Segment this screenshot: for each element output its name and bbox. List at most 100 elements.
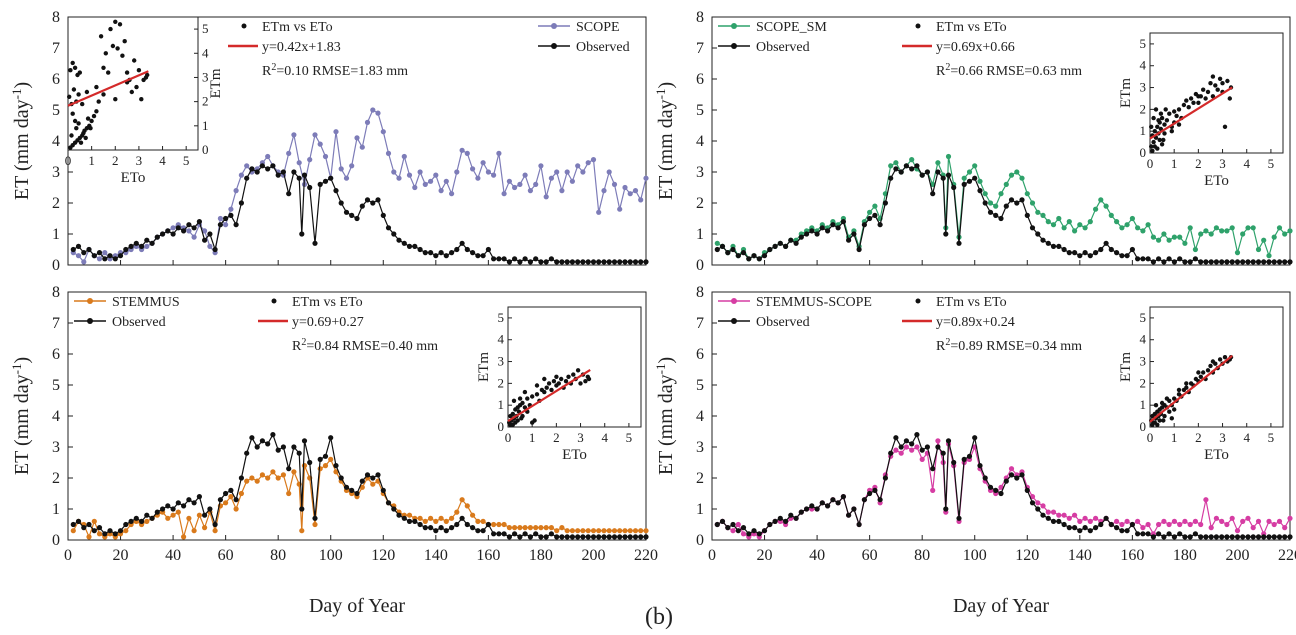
inset-point: [1153, 107, 1159, 112]
data-point: [496, 521, 502, 528]
data-point: [307, 157, 313, 163]
data-point: [580, 534, 586, 540]
inset-x-label: ETo: [1204, 447, 1229, 463]
x-tick-label: 100: [963, 547, 987, 564]
data-point: [422, 525, 428, 531]
data-point: [1119, 521, 1125, 528]
data-point: [501, 256, 507, 262]
data-point: [961, 456, 967, 462]
data-point: [412, 184, 418, 191]
data-point: [233, 497, 239, 503]
data-point: [1287, 259, 1293, 265]
data-point: [433, 518, 439, 525]
data-point: [1177, 531, 1183, 537]
data-point: [1208, 259, 1214, 265]
data-point: [191, 225, 197, 231]
inset-x-label: ETo: [1204, 173, 1229, 189]
data-point: [1045, 515, 1051, 521]
inset-fit-line: [67, 70, 149, 107]
data-point: [1008, 472, 1015, 478]
data-point: [506, 534, 512, 540]
inset-point: [1184, 381, 1189, 386]
data-point: [1145, 222, 1151, 228]
x-tick-labels: 0 20 40 60 80 100 120 140 160 180 200 220: [64, 535, 658, 564]
y-label-sup: -1: [653, 89, 668, 100]
legend-swatch-dot: [551, 23, 557, 29]
inset-point: [1205, 89, 1211, 95]
data-point: [338, 166, 344, 172]
data-point: [349, 212, 355, 218]
data-point: [117, 528, 124, 534]
data-point: [96, 250, 103, 256]
data-point: [1213, 515, 1219, 521]
data-point: [128, 243, 134, 249]
data-point: [867, 215, 873, 222]
data-point: [1050, 243, 1057, 249]
data-point: [312, 132, 318, 138]
data-point: [527, 188, 534, 194]
series-line-observed: [72, 433, 646, 538]
inset-point: [1203, 96, 1208, 101]
data-point: [611, 534, 618, 540]
data-point: [1082, 225, 1088, 231]
data-point: [1056, 512, 1062, 518]
data-point: [475, 175, 481, 181]
inset-y-tick-label: 4: [202, 45, 209, 60]
y-tick-labels: 0 1 2 3 4 5 6 7 8: [696, 9, 717, 274]
inset-point: [134, 84, 139, 90]
data-point: [349, 163, 355, 169]
data-point: [1229, 515, 1235, 521]
inset-y-tick-label: 2: [498, 375, 505, 390]
data-point: [364, 472, 371, 478]
data-point: [1077, 518, 1083, 525]
data-point: [443, 178, 449, 184]
data-point: [333, 129, 339, 135]
data-point: [1245, 534, 1251, 540]
inset-point: [1210, 94, 1216, 99]
data-point: [746, 531, 752, 537]
data-point: [767, 521, 773, 528]
data-point: [506, 178, 512, 184]
data-point: [943, 231, 949, 237]
data-point: [861, 497, 868, 503]
data-point: [454, 246, 460, 253]
inset-point: [1220, 81, 1225, 86]
inset-point: [586, 376, 592, 382]
stats-rest: =0.89 RMSE=0.34 mm: [950, 339, 1082, 354]
data-point: [740, 250, 747, 256]
data-point: [254, 478, 260, 484]
data-point: [91, 518, 97, 525]
data-point: [1182, 534, 1188, 540]
data-point: [1203, 259, 1209, 265]
data-point: [617, 259, 623, 265]
legend-stats: R2=0.66 RMSE=0.63 mm: [936, 62, 1082, 80]
data-point: [882, 200, 889, 206]
data-point: [1035, 231, 1041, 237]
inset-point: [571, 372, 576, 377]
inset-point: [74, 126, 79, 131]
data-point: [301, 438, 308, 444]
data-point: [443, 253, 449, 259]
data-point: [627, 528, 633, 534]
y-tick-label: 1: [696, 226, 704, 243]
data-point: [1103, 240, 1109, 246]
data-point: [632, 259, 639, 265]
data-point: [186, 222, 192, 228]
data-point: [606, 528, 612, 534]
data-point: [1282, 525, 1288, 531]
inset-point: [534, 392, 540, 397]
data-point: [470, 250, 476, 256]
inset-x-tick-label: 1: [529, 430, 536, 445]
data-point: [1287, 515, 1293, 521]
data-point: [459, 497, 465, 503]
data-point: [1103, 515, 1109, 521]
data-point: [830, 222, 836, 228]
data-point: [982, 475, 988, 481]
data-point: [1008, 466, 1015, 472]
data-point: [575, 259, 581, 265]
inset-y-tick-label: 0: [1140, 145, 1147, 160]
data-point: [102, 250, 108, 256]
inset-x-tick-label: 2: [112, 153, 119, 168]
data-point: [1203, 228, 1209, 234]
